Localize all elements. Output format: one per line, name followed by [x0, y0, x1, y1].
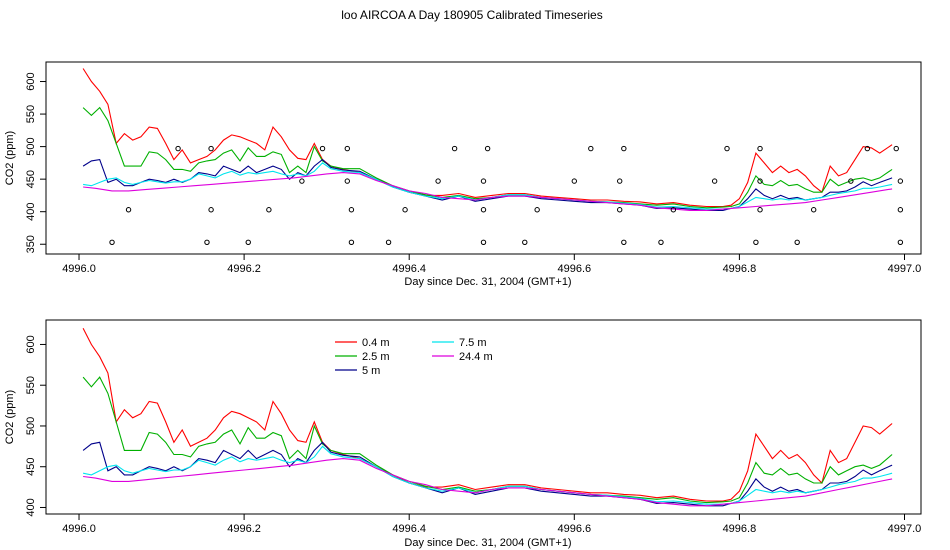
x-tick-label: 4996.4	[392, 263, 426, 275]
scatter-points	[109, 145, 904, 245]
x-tick-label: 4996.0	[62, 523, 96, 535]
scatter-point	[571, 178, 578, 184]
scatter-point	[522, 239, 528, 245]
scatter-point	[480, 207, 487, 213]
scatter-point	[757, 178, 763, 184]
x-tick-label: 4996.2	[227, 263, 261, 275]
x-tick-label: 4996.6	[557, 263, 591, 275]
scatter-point	[109, 239, 115, 245]
chart-title: loo AIRCOA A Day 180905 Calibrated Times…	[341, 8, 602, 22]
scatter-point	[621, 145, 627, 152]
y-axis-label: CO2 (ppm)	[4, 390, 16, 444]
y-tick-label: 600	[25, 72, 37, 90]
scatter-point	[208, 207, 214, 213]
legend: 0.4 m 7.5 m 2.5 m 24.4 m 5 m	[335, 337, 493, 377]
series-line-4	[83, 172, 893, 211]
scatter-point	[480, 178, 487, 184]
scatter-point	[245, 239, 251, 245]
scatter-point	[897, 207, 904, 213]
x-axis-label: Day since Dec. 31, 2004 (GMT+1)	[404, 276, 571, 288]
scatter-point	[204, 239, 210, 245]
series-line-3	[83, 162, 893, 210]
scatter-point	[757, 207, 763, 213]
y-tick-label: 400	[25, 498, 37, 516]
scatter-point	[385, 239, 392, 245]
scatter-point	[348, 207, 355, 213]
x-tick-label: 4996.0	[62, 263, 96, 275]
x-tick-label: 4996.8	[723, 523, 757, 535]
y-axis: 350 400 450 500 550 600	[25, 72, 47, 253]
scatter-point	[893, 145, 899, 152]
y-tick-label: 550	[25, 376, 37, 394]
legend-label: 24.4 m	[459, 351, 493, 363]
scatter-point	[897, 178, 904, 184]
scatter-point	[299, 178, 305, 184]
scatter-point	[588, 145, 594, 152]
scatter-point	[344, 178, 350, 184]
scatter-point	[753, 239, 759, 245]
legend-label: 2.5 m	[362, 351, 390, 363]
top-panel: 4996.0 4996.2 4996.4 4996.6 4996.8 4997.0 350…	[4, 61, 922, 288]
scatter-point	[534, 207, 540, 213]
scatter-point	[617, 207, 623, 213]
x-axis-label: Day since Dec. 31, 2004 (GMT+1)	[404, 537, 571, 549]
scatter-point	[484, 145, 491, 152]
scatter-point	[617, 178, 623, 184]
y-tick-label: 400	[25, 203, 37, 221]
scatter-point	[864, 145, 871, 152]
scatter-point	[319, 145, 326, 152]
scatter-point	[897, 239, 904, 245]
series-lines	[82, 68, 893, 211]
y-axis: 400 450 500 550 600	[25, 335, 47, 517]
scatter-point	[348, 239, 355, 245]
y-tick-label: 550	[25, 105, 37, 123]
scatter-point	[451, 145, 458, 152]
scatter-point	[402, 207, 408, 213]
scatter-point	[344, 145, 350, 152]
legend-label: 7.5 m	[459, 337, 487, 349]
scatter-point	[670, 207, 677, 213]
scatter-point	[621, 239, 627, 245]
scatter-point	[658, 239, 664, 245]
series-line-0	[82, 327, 893, 502]
scatter-point	[175, 145, 181, 152]
scatter-point	[848, 178, 854, 184]
x-tick-label: 4996.4	[392, 523, 426, 535]
scatter-point	[711, 178, 718, 184]
scatter-point	[794, 239, 800, 245]
scatter-point	[266, 207, 272, 213]
scatter-point	[125, 207, 132, 213]
x-axis: 4996.0 4996.2 4996.4 4996.6 4996.8 4997.0	[62, 253, 922, 275]
scatter-point	[810, 207, 817, 213]
series-line-3	[82, 445, 893, 505]
y-tick-label: 450	[25, 458, 37, 476]
y-tick-label: 600	[25, 335, 37, 353]
legend-label: 5 m	[362, 365, 380, 377]
x-tick-label: 4996.6	[557, 523, 591, 535]
x-axis: 4996.0 4996.2 4996.4 4996.6 4996.8 4997.0	[62, 513, 922, 535]
series-line-4	[83, 458, 893, 507]
y-tick-label: 500	[25, 417, 37, 435]
y-tick-label: 450	[25, 170, 37, 188]
scatter-point	[757, 145, 763, 152]
scatter-point	[435, 178, 441, 184]
plot-frame	[45, 319, 922, 515]
x-tick-label: 4996.2	[227, 523, 261, 535]
x-tick-label: 4997.0	[888, 523, 922, 535]
scatter-point	[208, 145, 214, 152]
x-tick-label: 4996.8	[723, 263, 757, 275]
bottom-panel: 4996.0 4996.2 4996.4 4996.6 4996.8 4997.0 400…	[4, 319, 922, 549]
series-line-0	[82, 68, 893, 208]
y-axis-label: CO2 (ppm)	[4, 131, 16, 185]
scatter-point	[480, 239, 487, 245]
legend-label: 0.4 m	[362, 337, 390, 349]
scatter-point	[724, 145, 730, 152]
x-tick-label: 4997.0	[888, 263, 922, 275]
y-tick-label: 350	[25, 235, 37, 253]
series-lines	[82, 327, 893, 507]
y-tick-label: 500	[25, 137, 37, 155]
plot-frame	[45, 61, 922, 255]
